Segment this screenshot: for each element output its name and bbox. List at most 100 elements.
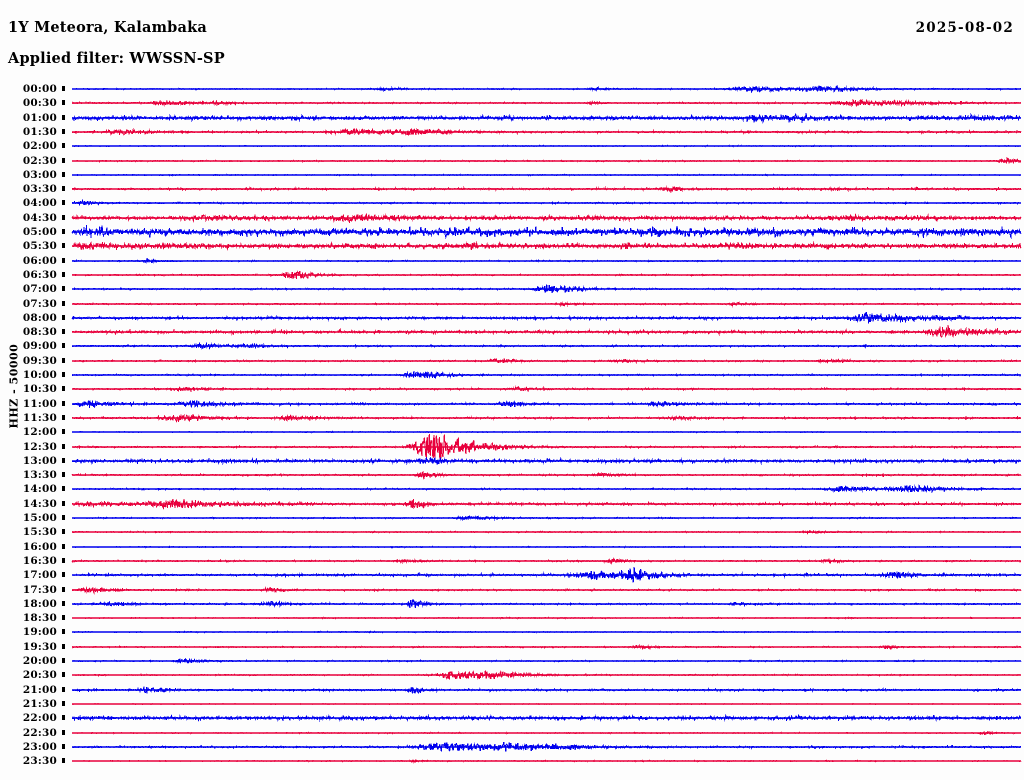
- trace-row: 21:00: [0, 684, 1024, 698]
- time-label: 08:30: [22, 326, 57, 339]
- seismic-trace: [71, 748, 1022, 774]
- seismic-trace: [71, 448, 1022, 474]
- time-label: 19:00: [22, 626, 57, 639]
- trace-row: 19:00: [0, 626, 1024, 640]
- trace-row: 07:30: [0, 298, 1024, 312]
- axis-tick: [62, 400, 65, 406]
- time-label: 14:30: [22, 497, 57, 510]
- seismic-trace: [71, 162, 1022, 188]
- seismic-trace: [71, 462, 1022, 488]
- helicorder-plot: 00:00 00:30 01:00 01:30 02:00 02:30 03:00 03:30…: [0, 80, 1024, 780]
- trace-row: 00:00: [0, 83, 1024, 97]
- seismic-trace: [71, 76, 1022, 102]
- seismic-trace: [71, 291, 1022, 317]
- axis-tick: [62, 743, 65, 749]
- time-label: 04:30: [22, 211, 57, 224]
- time-label: 06:30: [22, 268, 57, 281]
- time-label: 17:30: [22, 583, 57, 596]
- time-label: 11:00: [22, 397, 57, 410]
- seismic-trace: [71, 119, 1022, 145]
- time-label: 23:30: [22, 755, 57, 768]
- trace-row: 07:00: [0, 283, 1024, 297]
- trace-row: 23:30: [0, 755, 1024, 769]
- axis-tick: [62, 615, 65, 621]
- time-label: 22:00: [22, 712, 57, 725]
- time-label: 05:30: [22, 240, 57, 253]
- time-label: 05:00: [22, 226, 57, 238]
- time-label: 14:00: [22, 483, 57, 496]
- time-label: 09:00: [22, 340, 57, 353]
- time-label: 12:00: [22, 426, 57, 439]
- trace-row: 19:30: [0, 641, 1024, 655]
- axis-tick: [62, 100, 65, 106]
- trace-row: 23:00: [0, 741, 1024, 755]
- axis-tick: [62, 357, 65, 363]
- time-label: 18:00: [22, 597, 57, 610]
- axis-tick: [62, 586, 65, 592]
- trace-row: 14:30: [0, 498, 1024, 512]
- trace-row: 01:00: [0, 112, 1024, 126]
- axis-tick: [62, 414, 65, 420]
- axis-tick: [62, 529, 65, 535]
- seismic-trace: [71, 662, 1022, 688]
- axis-tick: [62, 629, 65, 635]
- trace-row: 04:30: [0, 212, 1024, 226]
- axis-tick: [62, 372, 65, 377]
- trace-row: 10:30: [0, 383, 1024, 397]
- time-label: 16:30: [22, 554, 57, 567]
- seismic-trace: [71, 319, 1022, 345]
- time-label: 13:30: [22, 469, 57, 482]
- time-label: 04:00: [22, 197, 57, 210]
- time-label: 00:00: [22, 83, 57, 95]
- axis-tick: [62, 729, 65, 735]
- seismic-trace: [71, 148, 1022, 174]
- time-label: 01:30: [22, 125, 57, 138]
- time-label: 02:30: [22, 154, 57, 167]
- seismic-trace: [71, 362, 1022, 388]
- time-label: 18:30: [22, 612, 57, 625]
- trace-row: 10:00: [0, 369, 1024, 383]
- axis-tick: [62, 543, 65, 549]
- chart-header: 1Y Meteora, Kalambaka 2025-08-02 Applied…: [0, 0, 1024, 80]
- axis-tick: [62, 86, 65, 91]
- axis-tick: [62, 672, 65, 678]
- date-label: 2025-08-02: [915, 20, 1014, 36]
- axis-tick: [62, 515, 65, 520]
- time-label: 07:00: [22, 283, 57, 296]
- trace-row: 03:30: [0, 183, 1024, 197]
- trace-row: 21:30: [0, 698, 1024, 712]
- seismic-trace: [71, 333, 1022, 359]
- axis-tick: [62, 157, 65, 163]
- seismic-trace: [71, 619, 1022, 645]
- seismic-trace: [71, 176, 1022, 202]
- seismic-trace: [71, 491, 1022, 517]
- axis-tick: [62, 700, 65, 706]
- trace-row: 05:30: [0, 240, 1024, 254]
- axis-tick: [62, 214, 65, 220]
- trace-row: 14:00: [0, 483, 1024, 497]
- trace-row: 22:30: [0, 727, 1024, 741]
- seismic-trace: [71, 534, 1022, 560]
- time-label: 16:00: [22, 540, 57, 553]
- axis-tick: [62, 300, 65, 306]
- page-title: 1Y Meteora, Kalambaka: [8, 19, 207, 36]
- trace-row: 17:30: [0, 584, 1024, 598]
- trace-row: 18:00: [0, 598, 1024, 612]
- trace-row: 15:30: [0, 526, 1024, 540]
- trace-row: 02:00: [0, 140, 1024, 154]
- time-label: 21:30: [22, 697, 57, 710]
- axis-tick: [62, 429, 65, 435]
- axis-tick: [62, 229, 65, 234]
- time-label: 02:00: [22, 140, 57, 153]
- seismic-trace: [71, 505, 1022, 531]
- trace-row: 02:30: [0, 155, 1024, 169]
- time-label: 01:00: [22, 111, 57, 124]
- trace-row: 08:00: [0, 312, 1024, 326]
- time-label: 17:00: [22, 569, 57, 582]
- seismic-trace: [71, 90, 1022, 116]
- seismic-trace: [71, 476, 1022, 502]
- seismic-trace: [71, 133, 1022, 159]
- trace-row: 11:30: [0, 412, 1024, 426]
- time-label: 20:00: [22, 655, 57, 667]
- axis-tick: [62, 200, 65, 206]
